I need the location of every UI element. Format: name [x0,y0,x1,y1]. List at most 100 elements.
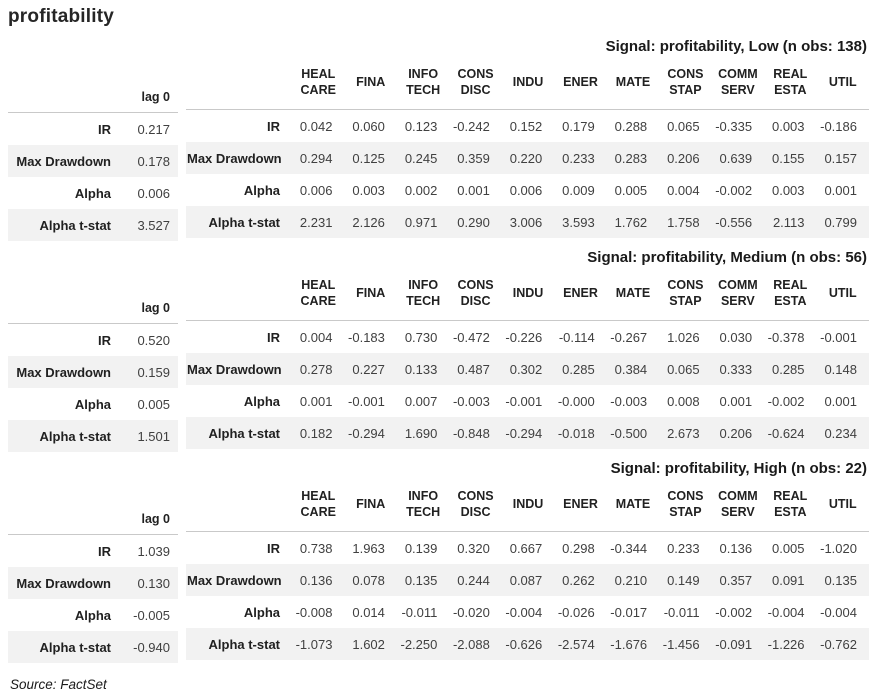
sector-value: -0.183 [348,329,385,345]
sector-value: 1.690 [396,417,450,449]
sector-value: 0.136 [292,564,345,596]
row-label: Alpha t-stat [186,206,292,238]
row-label: Max Drawdown [186,564,292,596]
source-note: Source: FactSet [10,677,107,692]
sector-value: 0.245 [396,142,450,174]
sector-value: 0.125 [344,142,397,174]
lag-row: IR 0.520 [8,324,178,357]
sector-value: -1.676 [606,628,660,660]
sector-value: 0.244 [449,564,502,596]
lag-column-header: lag 0 [123,58,178,113]
lag-value: 0.217 [137,121,170,137]
lag-value: -0.940 [123,631,178,663]
sector-value: -0.378 [767,329,805,345]
lag-column-header: lag 0 [123,480,178,535]
sector-value: 0.007 [404,393,438,409]
sector-value: 0.005 [771,540,805,556]
sector-value: 3.006 [501,206,555,238]
sector-value: 0.302 [501,353,555,385]
row-label: Alpha [74,185,111,201]
lag-header-row: lag 0 [8,58,178,113]
sector-value: -0.011 [663,604,700,620]
sector-column-header: ENER [554,480,607,532]
lag-row: Max Drawdown 0.130 [8,567,178,599]
signal-section: Signal: profitability, Low (n obs: 138) … [8,36,869,241]
sector-row: Max Drawdown 0.294 0.125 0.245 0.359 0.220 0.2… [186,142,869,174]
row-label: Alpha t-stat [8,209,123,241]
sector-value: -1.020 [820,540,857,556]
row-label: IR [98,332,111,348]
row-label: IR [267,329,280,345]
sector-value: 0.298 [562,540,595,556]
signal-section: Signal: profitability, Medium (n obs: 56… [8,247,869,452]
sector-row: Alpha 0.001 -0.001 0.007 -0.003 -0.001 -0.000-… [186,385,869,417]
sector-value: 0.009 [562,182,595,198]
row-label: Alpha [243,604,280,620]
lag-value: 3.527 [123,209,178,241]
sector-value: -0.556 [711,206,765,238]
row-label: Alpha t-stat [186,628,292,660]
lag-row: Alpha t-stat -0.940 [8,631,178,663]
lag-corner-cell [8,480,123,535]
sector-column-header: REAL ESTA [764,269,817,321]
sector-value: -1.456 [659,628,712,660]
tables-row: lag 0 IR 1.039 Max Drawdown 0.130 Alpha -0.00… [8,480,869,663]
sector-value: -0.267 [610,329,648,345]
lag-row: Max Drawdown 0.159 [8,356,178,388]
sector-value: 0.294 [292,142,345,174]
sector-value: 2.113 [764,206,817,238]
sector-value: -2.088 [449,628,502,660]
sector-value: 1.026 [667,329,700,345]
sector-column-header: INFO TECH [396,58,450,110]
sector-row: IR 0.042 0.060 0.123 -0.242 0.152 0.179 0.288 0.… [186,110,869,143]
sector-value: 0.639 [711,142,765,174]
sector-value: 0.738 [299,540,333,556]
sector-column-header: MATE [606,480,660,532]
sector-column-header: REAL ESTA [764,480,817,532]
row-label: Max Drawdown [8,356,123,388]
sector-value: 0.087 [501,564,555,596]
sector-column-header: INDU [501,269,555,321]
sector-value: -0.002 [715,604,753,620]
sector-value: 0.001 [299,393,333,409]
sector-value: 0.135 [816,564,869,596]
sector-column-header: INDU [501,58,555,110]
sector-value: -0.004 [820,604,857,620]
row-label: Max Drawdown [8,567,123,599]
sector-value: 0.065 [659,353,712,385]
sector-value: -0.018 [554,417,607,449]
sector-value: 0.002 [404,182,438,198]
lag-column-header: lag 0 [123,269,178,324]
sector-value: -0.000 [557,393,595,409]
sector-value: -0.242 [452,118,490,134]
sector-row: Alpha -0.008 0.014 -0.011 -0.020 -0.004 -0.026… [186,596,869,628]
sector-value: 0.001 [824,182,857,198]
lag-header-row: lag 0 [8,480,178,535]
sector-header-row: HEAL CARE FINA INFO TECH CONS DISC INDU ENER M… [186,269,869,321]
sector-value: -0.848 [449,417,502,449]
sector-column-header: HEAL CARE [292,269,345,321]
sector-value: -0.020 [452,604,490,620]
sector-column-header: HEAL CARE [292,58,345,110]
sector-column-header: ENER [554,269,607,321]
sector-value: -0.026 [557,604,595,620]
sector-value: -2.574 [554,628,607,660]
sector-value: 0.030 [719,329,753,345]
sector-value: 2.673 [659,417,712,449]
lag-value: -0.005 [133,607,170,623]
sector-value: 0.003 [771,118,805,134]
sector-value: 0.234 [816,417,869,449]
sector-value: 0.004 [299,329,333,345]
sector-header-row: HEAL CARE FINA INFO TECH CONS DISC INDU ENER M… [186,58,869,110]
lag-row: IR 0.217 [8,113,178,146]
sector-value: 1.762 [606,206,660,238]
lag-row: Alpha 0.005 [8,388,178,420]
lag-row: Alpha -0.005 [8,599,178,631]
sector-value: 0.283 [606,142,660,174]
sector-value: 0.078 [344,564,397,596]
sector-value: -0.003 [452,393,490,409]
row-label: Alpha t-stat [8,631,123,663]
lag-value: 0.006 [137,185,170,201]
sector-column-header: FINA [344,269,397,321]
